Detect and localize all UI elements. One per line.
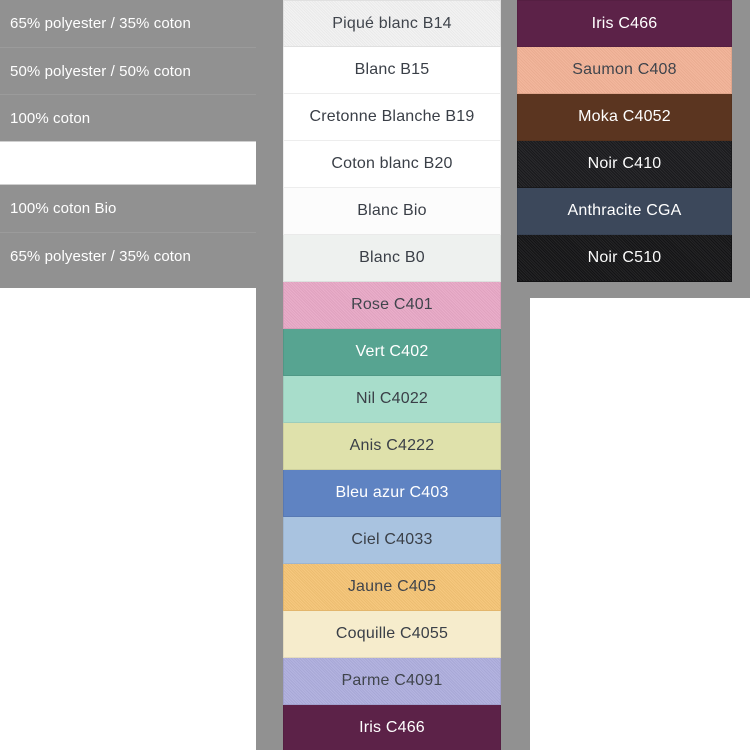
color-swatch-column-1: Piqué blanc B14 Blanc B15 Cretonne Blanche… bbox=[283, 0, 501, 750]
color-swatch-label: Blanc B0 bbox=[359, 249, 425, 266]
color-swatch[interactable]: Vert C402 bbox=[283, 329, 501, 376]
list-item-empty[interactable] bbox=[0, 141, 256, 185]
right-gray-gutter bbox=[732, 0, 750, 288]
color-swatch[interactable]: Jaune C405 bbox=[283, 564, 501, 611]
color-swatch-label: Blanc Bio bbox=[357, 202, 427, 219]
list-item[interactable]: 100% coton bbox=[0, 94, 256, 141]
color-swatch-label: Blanc B15 bbox=[354, 61, 430, 78]
color-swatch-label: Noir C410 bbox=[587, 155, 662, 172]
color-swatch-label: Coquille C4055 bbox=[335, 625, 449, 642]
color-swatch-label: Jaune C405 bbox=[347, 578, 437, 595]
color-swatch[interactable]: Rose C401 bbox=[283, 282, 501, 329]
color-swatch[interactable]: Saumon C408 bbox=[517, 47, 732, 94]
color-swatch[interactable]: Blanc B15 bbox=[283, 47, 501, 94]
color-swatch-label: Anthracite CGA bbox=[567, 202, 682, 219]
color-swatch[interactable]: Anthracite CGA bbox=[517, 188, 732, 235]
left-gray-gutter bbox=[256, 0, 283, 750]
list-item[interactable]: 65% polyester / 35% coton bbox=[0, 0, 256, 47]
color-swatch[interactable]: Bleu azur C403 bbox=[283, 470, 501, 517]
composition-label: 100% coton bbox=[10, 109, 91, 127]
list-item[interactable]: 65% polyester / 35% coton bbox=[0, 232, 256, 279]
color-swatch-label: Noir C510 bbox=[587, 249, 662, 266]
color-swatch[interactable]: Cretonne Blanche B19 bbox=[283, 94, 501, 141]
right-white-area bbox=[530, 298, 750, 750]
composition-label: 100% coton Bio bbox=[10, 200, 117, 217]
fabric-composition-list: 65% polyester / 35% coton 50% polyester … bbox=[0, 0, 256, 279]
color-swatch[interactable]: Anis C4222 bbox=[283, 423, 501, 470]
composition-label: 65% polyester / 35% coton bbox=[10, 15, 191, 32]
color-swatch[interactable]: Coton blanc B20 bbox=[283, 141, 501, 188]
color-swatch-label: Rose C401 bbox=[351, 296, 433, 313]
color-swatch-label: Moka C4052 bbox=[578, 108, 671, 125]
left-white-area bbox=[0, 288, 256, 750]
color-swatch[interactable]: Coquille C4055 bbox=[283, 611, 501, 658]
color-swatch[interactable]: Noir C410 bbox=[517, 141, 732, 188]
color-swatch[interactable]: Iris C466 bbox=[283, 705, 501, 750]
color-swatch-label: Iris C466 bbox=[591, 14, 658, 32]
color-swatch-label: Vert C402 bbox=[355, 343, 429, 360]
color-swatch-label: Saumon C408 bbox=[572, 61, 677, 78]
color-swatch-label: Piqué blanc B14 bbox=[332, 14, 452, 32]
color-swatch-label: Ciel C4033 bbox=[351, 531, 433, 548]
color-swatch-label: Cretonne Blanche B19 bbox=[309, 108, 475, 125]
color-swatch-column-2: Iris C466 Saumon C408 Moka C4052 Noir C410 A… bbox=[517, 0, 732, 282]
color-swatch[interactable]: Blanc B0 bbox=[283, 235, 501, 282]
color-swatch-label: Iris C466 bbox=[359, 719, 425, 736]
color-swatch[interactable]: Piqué blanc B14 bbox=[283, 0, 501, 47]
list-item[interactable]: 50% polyester / 50% coton bbox=[0, 47, 256, 94]
middle-gray-gutter bbox=[501, 0, 517, 750]
color-swatch-label: Nil C4022 bbox=[355, 390, 429, 407]
color-swatch[interactable]: Parme C4091 bbox=[283, 658, 501, 705]
composition-label: 65% polyester / 35% coton bbox=[10, 247, 191, 265]
list-item[interactable]: 100% coton Bio bbox=[0, 185, 256, 232]
color-swatch-label: Coton blanc B20 bbox=[331, 155, 453, 172]
color-swatch[interactable]: Iris C466 bbox=[517, 0, 732, 47]
color-swatch[interactable]: Moka C4052 bbox=[517, 94, 732, 141]
color-swatch[interactable]: Nil C4022 bbox=[283, 376, 501, 423]
composition-label: 50% polyester / 50% coton bbox=[10, 62, 191, 80]
color-swatch-label: Parme C4091 bbox=[341, 672, 443, 689]
color-swatch[interactable]: Noir C510 bbox=[517, 235, 732, 282]
color-swatch[interactable]: Blanc Bio bbox=[283, 188, 501, 235]
color-swatch-label: Bleu azur C403 bbox=[335, 484, 449, 501]
color-swatch[interactable]: Ciel C4033 bbox=[283, 517, 501, 564]
color-swatch-label: Anis C4222 bbox=[349, 437, 435, 454]
